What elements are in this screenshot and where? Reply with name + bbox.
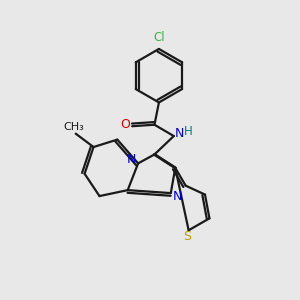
Text: H: H <box>184 125 193 138</box>
Text: Cl: Cl <box>153 31 165 44</box>
Text: N: N <box>174 127 184 140</box>
Text: S: S <box>183 230 191 243</box>
Text: N: N <box>173 190 182 202</box>
Text: CH₃: CH₃ <box>64 122 85 132</box>
Text: O: O <box>121 118 130 131</box>
Text: N: N <box>127 153 136 166</box>
